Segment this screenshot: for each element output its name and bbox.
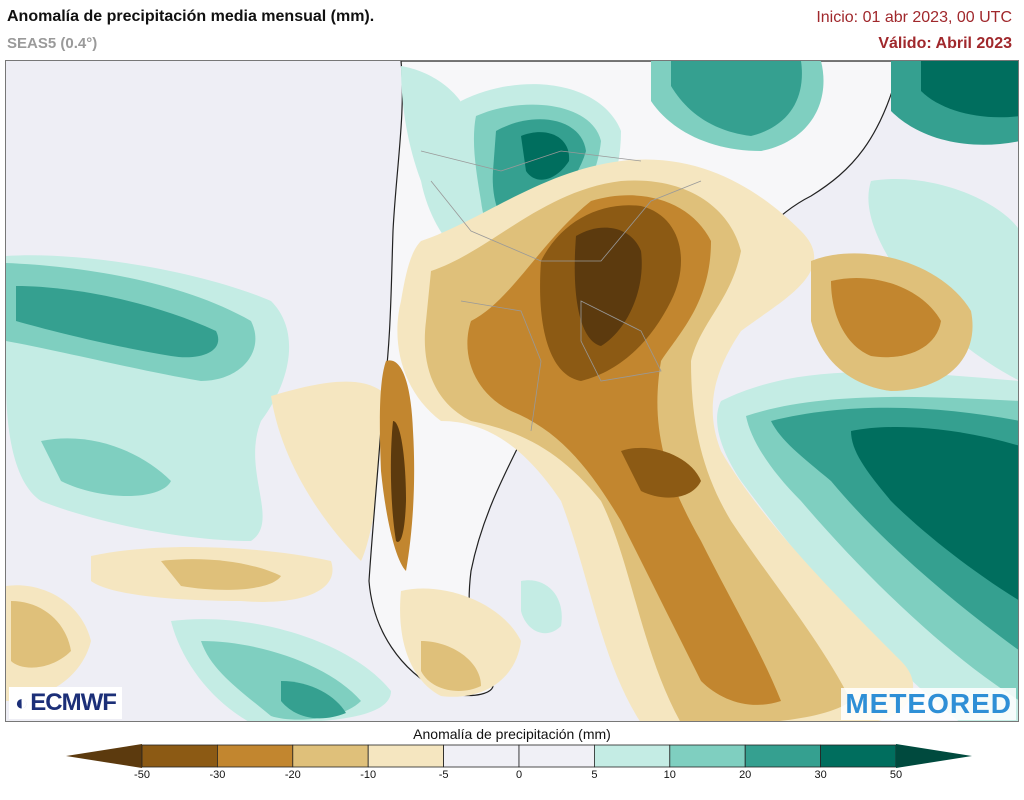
colorbar-segment xyxy=(141,744,218,768)
teal-region xyxy=(16,286,219,358)
country-borders xyxy=(420,150,702,432)
dry-region xyxy=(574,227,642,346)
teal-region xyxy=(851,426,1018,600)
teal-region xyxy=(401,66,481,271)
dry-region xyxy=(11,601,71,668)
colorbar-tick-label: 0 xyxy=(515,769,523,781)
ecmwf-logo-text: ECMWF xyxy=(30,689,117,716)
colorbar-segment xyxy=(594,744,671,768)
colorbar-segment xyxy=(669,744,746,768)
colorbar-segment xyxy=(292,744,369,768)
dry-region xyxy=(421,641,481,691)
dry-region xyxy=(621,447,701,498)
colorbar-segment xyxy=(216,744,294,768)
teal-region xyxy=(41,438,171,496)
teal-region xyxy=(921,61,1018,118)
ecmwf-logo: ◐ ECMWF xyxy=(9,687,122,719)
colorbar-tick-label: -30 xyxy=(209,769,226,781)
ecmwf-mark-icon: ◐ xyxy=(15,690,28,715)
colorbar-tick-label: 50 xyxy=(889,769,903,781)
meteored-logo: METEORED xyxy=(841,688,1016,720)
anomaly-field xyxy=(6,61,1018,721)
valid-date: Válido: Abril 2023 xyxy=(878,35,1012,52)
colorbar-segment xyxy=(820,744,897,768)
colorbar-tick-label: 30 xyxy=(814,769,827,781)
colorbar-min-arrow xyxy=(66,744,142,768)
dry-region xyxy=(161,559,281,590)
colorbar-segment xyxy=(443,744,520,768)
precipitation-anomaly-map: ◐ ECMWF METEORED xyxy=(5,60,1019,722)
colorbar-tick-label: -20 xyxy=(284,769,301,781)
teal-region xyxy=(281,681,346,719)
map-title: Anomalía de precipitación media mensual … xyxy=(7,8,375,25)
dry-region xyxy=(271,381,391,561)
init-date: Inicio: 01 abr 2023, 00 UTC xyxy=(816,9,1012,26)
colorbar-segment xyxy=(367,744,445,768)
colorbar-tick-label: -50 xyxy=(134,769,150,781)
colorbar-max-arrow xyxy=(896,744,972,768)
colorbar xyxy=(66,744,972,768)
model-subtitle: SEAS5 (0.4°) xyxy=(7,35,98,52)
teal-region xyxy=(868,179,1018,380)
dry-region xyxy=(831,277,941,358)
colorbar-tick-label: -10 xyxy=(360,769,377,781)
colorbar-tick-label: 10 xyxy=(663,769,676,781)
colorbar-tick-label: 5 xyxy=(591,769,598,781)
teal-region xyxy=(671,61,802,136)
legend-title: Anomalía de precipitación (mm) xyxy=(413,726,611,742)
colorbar-tick-label: -5 xyxy=(438,769,449,781)
colorbar-tick-label: 20 xyxy=(739,769,752,781)
teal-region xyxy=(521,580,562,634)
dry-region xyxy=(390,421,406,542)
colorbar-segment xyxy=(518,744,595,768)
colorbar-segment xyxy=(744,744,822,768)
